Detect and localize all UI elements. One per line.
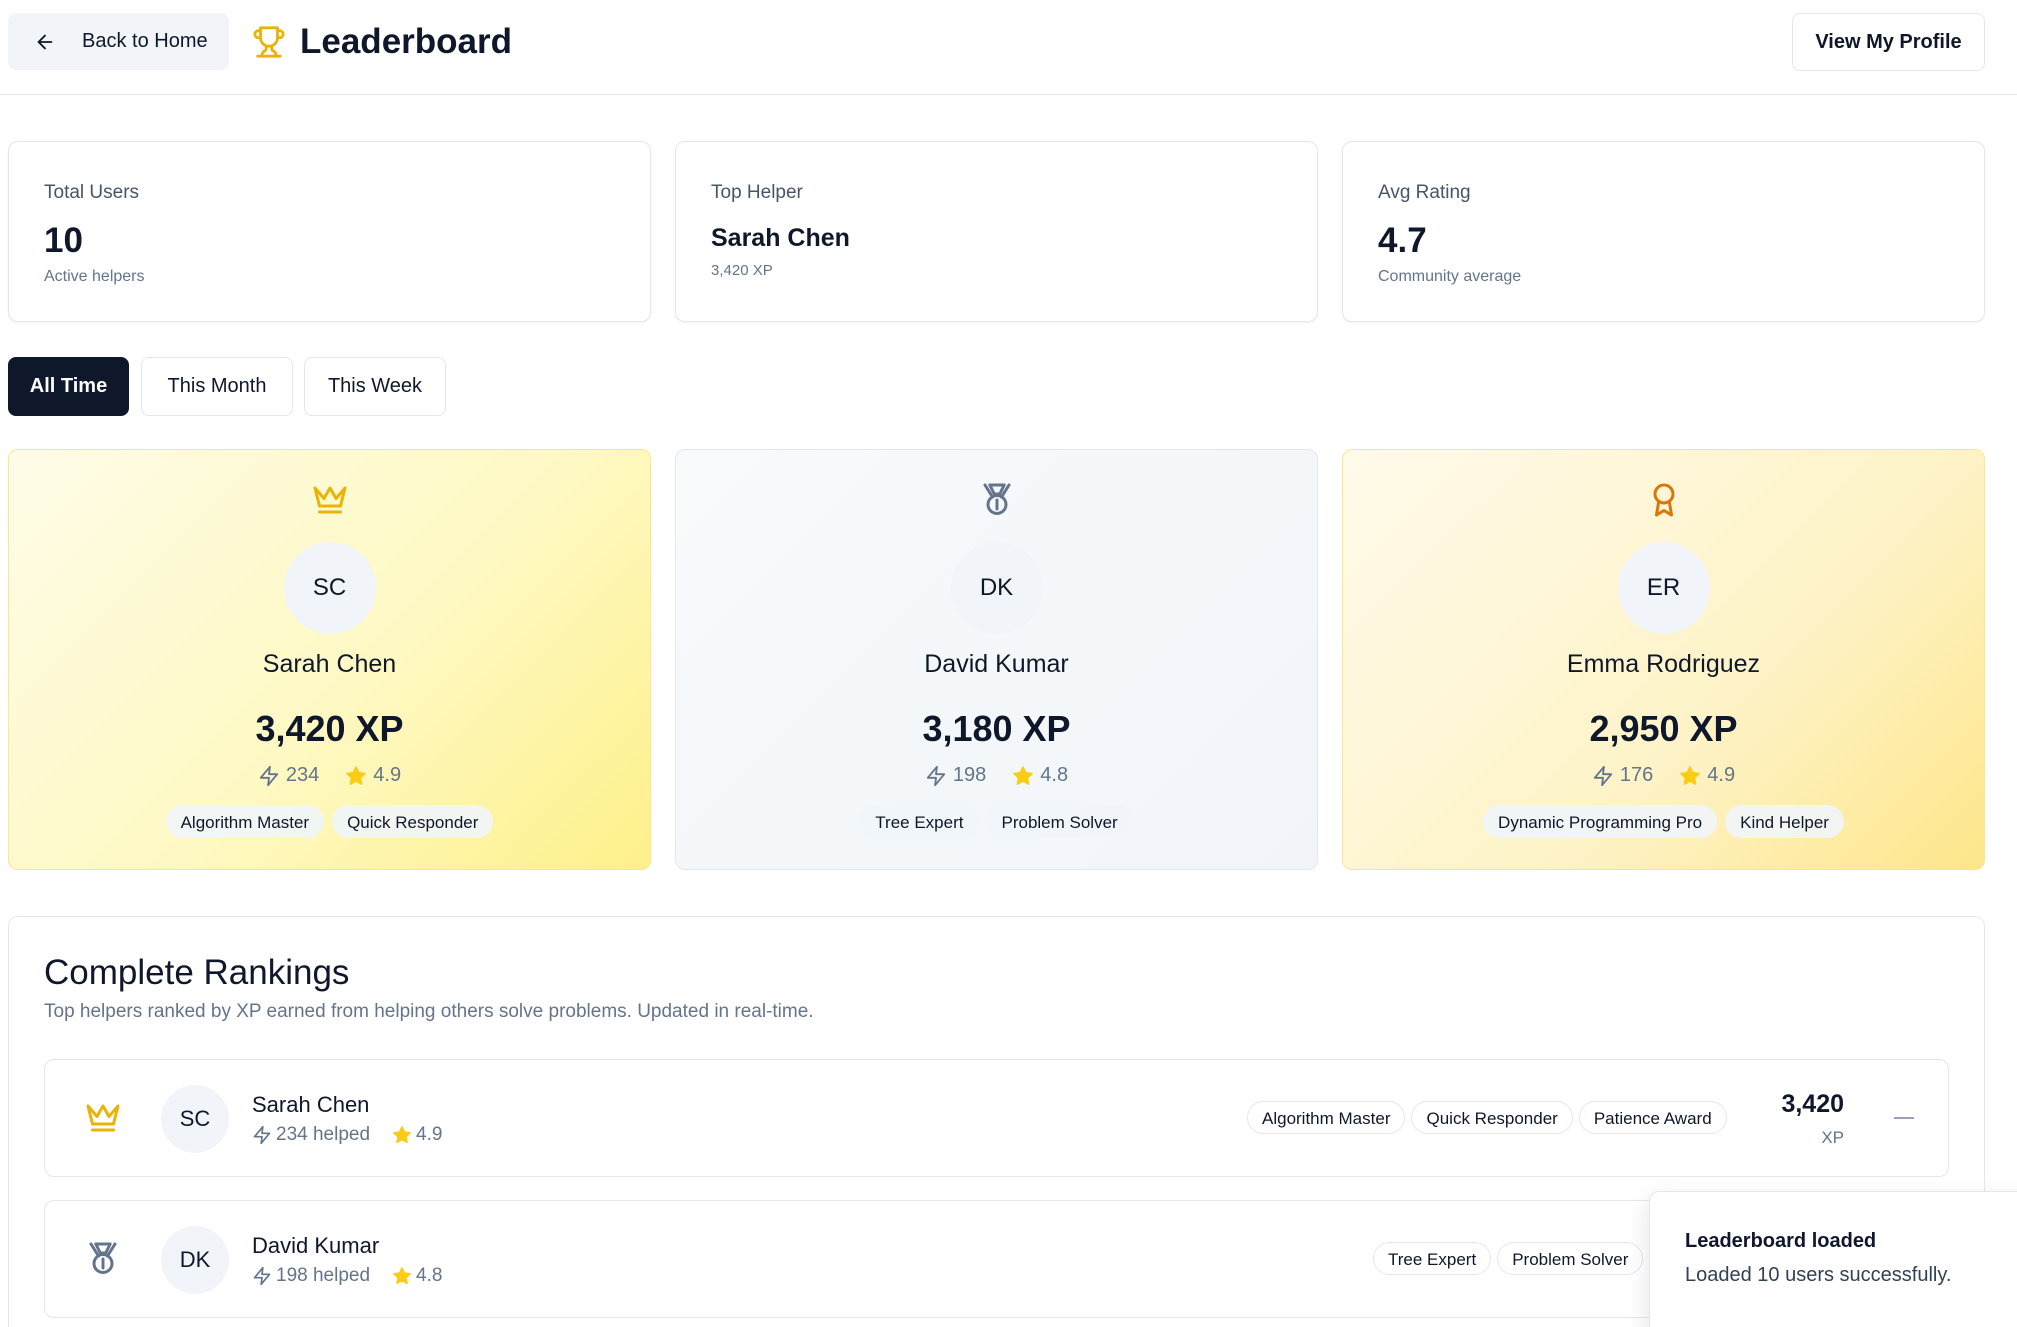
award-icon — [1653, 483, 1674, 517]
star-icon — [393, 1126, 412, 1144]
star-icon — [346, 765, 367, 785]
star-icon — [393, 1267, 412, 1285]
badge: Algorithm Master — [1247, 1101, 1406, 1134]
lightning-icon — [253, 1125, 271, 1145]
lightning-icon — [253, 1266, 271, 1286]
badge-list: Tree Expert Problem Solver — [1373, 1242, 1644, 1275]
podium-xp: 2,950 XP — [1589, 708, 1738, 749]
rating-value: 4.8 — [416, 1265, 443, 1286]
stat-subtext: Active helpers — [44, 268, 145, 285]
user-meta: 198 helped 4.8 — [252, 1265, 442, 1287]
helped-count: 234 helped — [276, 1124, 371, 1145]
badge: Tree Expert — [860, 805, 979, 838]
podium-card-third[interactable]: ER Emma Rodriguez 2,950 XP 176 4.9 Dynam… — [1342, 449, 1985, 870]
badge: Problem Solver — [986, 805, 1133, 838]
helped-count: 198 helped — [276, 1265, 371, 1286]
avatar: SC — [161, 1085, 229, 1153]
toast-notification[interactable]: Leaderboard loaded Loaded 10 users succe… — [1649, 1191, 2017, 1327]
avatar: ER — [1617, 542, 1710, 634]
star-icon — [1680, 765, 1701, 785]
page-header: Back to Home Leaderboard View My Profile — [0, 0, 2017, 95]
stat-value: 4.7 — [1378, 221, 1427, 260]
tab-all-time[interactable]: All Time — [8, 357, 129, 416]
view-my-profile-button[interactable]: View My Profile — [1792, 13, 1985, 71]
rating-value: 4.8 — [1040, 764, 1069, 786]
stat-value: 10 — [44, 221, 83, 260]
podium-xp: 3,180 XP — [922, 708, 1071, 749]
star-icon — [1013, 765, 1034, 785]
user-meta: 234 helped 4.9 — [252, 1124, 442, 1146]
podium-name: Emma Rodriguez — [1566, 650, 1761, 678]
podium-xp: 3,420 XP — [255, 708, 404, 749]
badge-list: Tree Expert Problem Solver — [676, 805, 1317, 838]
crown-icon — [313, 486, 346, 514]
badge: Tree Expert — [1373, 1242, 1492, 1275]
xp-unit: XP — [1821, 1128, 1844, 1147]
xp-value: 3,420 — [1781, 1090, 1844, 1118]
lightning-icon — [926, 765, 946, 786]
user-name: Sarah Chen — [252, 1092, 370, 1117]
podium-name: David Kumar — [924, 650, 1069, 678]
podium-card-second[interactable]: DK David Kumar 3,180 XP 198 4.8 Tree Exp… — [675, 449, 1318, 870]
badge: Problem Solver — [1497, 1242, 1644, 1275]
stat-card-total-users: Total Users 10 Active helpers — [8, 141, 651, 322]
stat-subtext: 3,420 XP — [711, 262, 773, 279]
ranking-row[interactable]: DK David Kumar 198 helped 4.8 Tree Exper… — [44, 1200, 1949, 1318]
avatar: DK — [161, 1226, 229, 1294]
podium-stats: 198 4.8 — [676, 764, 1317, 787]
badge: Quick Responder — [332, 805, 494, 838]
rankings-subtitle: Top helpers ranked by XP earned from hel… — [44, 1001, 814, 1022]
medal-icon — [89, 1242, 117, 1274]
badge: Dynamic Programming Pro — [1483, 805, 1718, 838]
helped-count: 176 — [1619, 764, 1654, 786]
arrow-left-icon — [37, 34, 53, 49]
podium-card-first[interactable]: SC Sarah Chen 3,420 XP 234 4.9 Algorithm… — [8, 449, 651, 870]
avatar: DK — [950, 542, 1043, 634]
user-name: David Kumar — [252, 1233, 380, 1258]
badge-list: Algorithm Master Quick Responder Patienc… — [1247, 1101, 1727, 1134]
badge-list: Algorithm Master Quick Responder — [9, 805, 650, 838]
stat-value: Sarah Chen — [711, 224, 850, 252]
rating-value: 4.9 — [416, 1124, 443, 1145]
stat-label: Total Users — [44, 182, 140, 203]
page-title: Leaderboard — [300, 22, 512, 61]
back-to-home-button[interactable]: Back to Home — [8, 13, 229, 70]
podium-stats: 176 4.9 — [1343, 764, 1984, 787]
badge-list: Dynamic Programming Pro Kind Helper — [1343, 805, 1984, 838]
back-to-home-label: Back to Home — [82, 30, 208, 52]
avatar: SC — [283, 542, 376, 634]
toast-description: Loaded 10 users successfully. — [1685, 1264, 1952, 1286]
ranking-row[interactable]: SC Sarah Chen 234 helped 4.9 Algorithm M… — [44, 1059, 1949, 1177]
trend-neutral-icon — [1894, 1117, 1914, 1119]
lightning-icon — [1593, 765, 1613, 786]
lightning-icon — [259, 765, 279, 786]
tab-this-month[interactable]: This Month — [141, 357, 293, 416]
rankings-title: Complete Rankings — [44, 953, 350, 992]
crown-icon — [86, 1104, 120, 1132]
badge: Algorithm Master — [165, 805, 325, 838]
page-title-group: Leaderboard — [252, 22, 512, 62]
rating-value: 4.9 — [1707, 764, 1736, 786]
stat-card-avg-rating: Avg Rating 4.7 Community average — [1342, 141, 1985, 322]
stat-subtext: Community average — [1378, 268, 1522, 285]
podium-stats: 234 4.9 — [9, 764, 650, 787]
medal-icon — [983, 483, 1010, 515]
stat-card-top-helper: Top Helper Sarah Chen 3,420 XP — [675, 141, 1318, 322]
stat-label: Avg Rating — [1378, 182, 1471, 203]
badge: Kind Helper — [1725, 805, 1844, 838]
podium-name: Sarah Chen — [262, 650, 397, 678]
badge: Quick Responder — [1411, 1101, 1573, 1134]
tab-this-week[interactable]: This Week — [304, 357, 446, 416]
helped-count: 198 — [952, 764, 987, 786]
stat-label: Top Helper — [711, 182, 803, 203]
badge: Patience Award — [1578, 1101, 1727, 1134]
toast-title: Leaderboard loaded — [1685, 1230, 1877, 1252]
trophy-icon — [253, 26, 285, 58]
rating-value: 4.9 — [373, 764, 402, 786]
helped-count: 234 — [285, 764, 320, 786]
